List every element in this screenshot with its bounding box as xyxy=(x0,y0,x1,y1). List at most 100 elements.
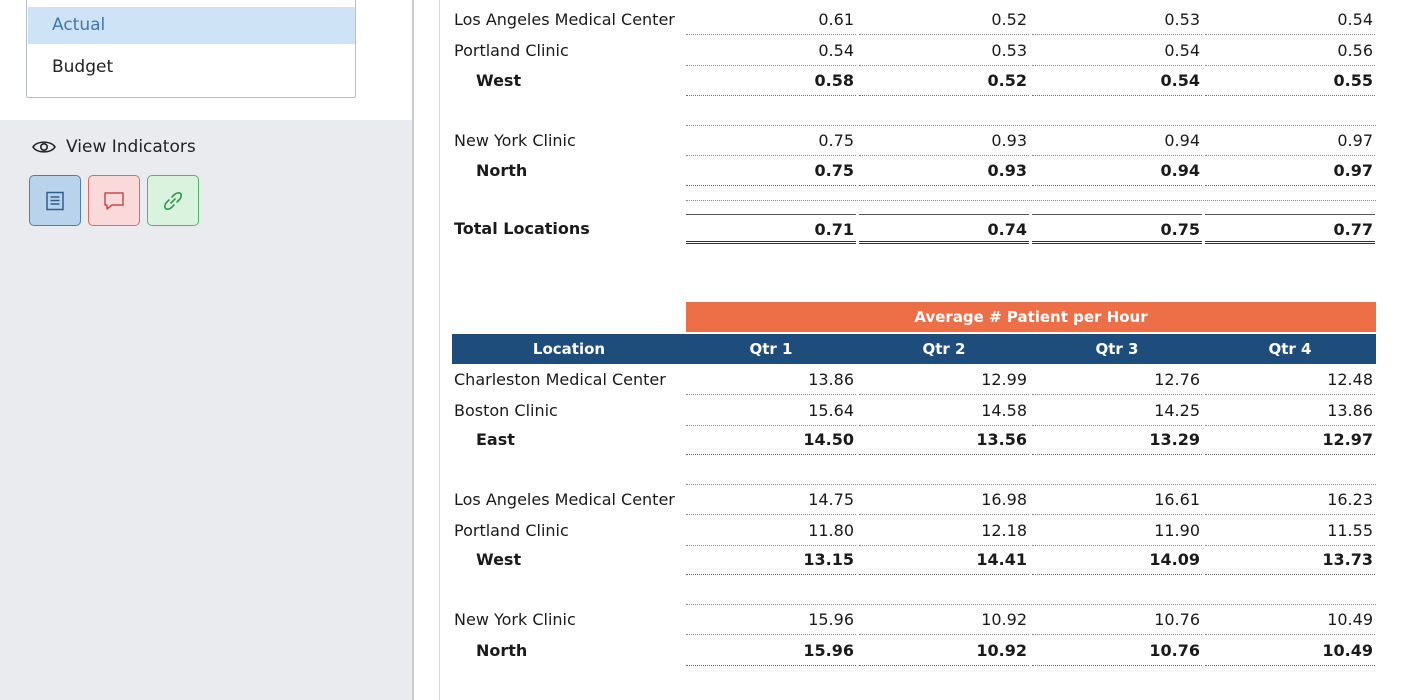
subtotal-row: North 15.96 10.92 10.76 10.49 xyxy=(452,636,1376,666)
scenario-list: Actual Budget xyxy=(26,0,356,98)
qtr4-cell: 0.77 xyxy=(1205,214,1375,244)
qtr2-cell: 0.53 xyxy=(859,36,1029,66)
qtr1-cell: 0.75 xyxy=(686,156,856,186)
qtr1-cell: 0.61 xyxy=(686,5,856,35)
column-header-location[interactable]: Location xyxy=(532,340,606,358)
total-row: Total Locations 0.71 0.74 0.75 0.77 xyxy=(452,214,1376,244)
location-cell: Boston Clinic xyxy=(454,401,558,420)
table-row: Portland Clinic 0.54 0.53 0.54 0.56 xyxy=(452,36,1376,66)
qtr2-cell: 0.93 xyxy=(859,126,1029,156)
qtr3-cell: 13.29 xyxy=(1032,425,1202,455)
subtotal-row: West 0.58 0.52 0.54 0.55 xyxy=(452,66,1376,96)
qtr4-cell: 12.48 xyxy=(1205,365,1375,395)
table-row: Portland Clinic 11.80 12.18 11.90 11.55 xyxy=(452,516,1376,546)
qtr2-cell: 13.56 xyxy=(859,425,1029,455)
qtr2-cell: 12.99 xyxy=(859,365,1029,395)
location-cell: Los Angeles Medical Center xyxy=(454,10,675,29)
qtr3-cell: 10.76 xyxy=(1032,636,1202,666)
qtr3-cell: 0.75 xyxy=(1032,214,1202,244)
subtotal-row: East 14.50 13.56 13.29 12.97 xyxy=(452,425,1376,455)
qtr3-cell: 10.76 xyxy=(1032,605,1202,635)
qtr1-cell: 15.64 xyxy=(686,396,856,426)
qtr3-cell: 11.90 xyxy=(1032,516,1202,546)
qtr1-cell: 14.75 xyxy=(686,485,856,515)
sidebar: Actual Budget View Indicators xyxy=(0,0,412,700)
link-icon xyxy=(164,191,182,210)
qtr2-cell: 12.18 xyxy=(859,516,1029,546)
qtr3-cell: 14.09 xyxy=(1032,545,1202,575)
region-cell: East xyxy=(476,430,515,449)
qtr3-cell: 14.25 xyxy=(1032,396,1202,426)
qtr2-cell: 0.52 xyxy=(859,66,1029,96)
qtr4-cell: 10.49 xyxy=(1205,605,1375,635)
region-cell: North xyxy=(476,161,528,180)
location-cell: Charleston Medical Center xyxy=(454,370,666,389)
location-cell: Los Angeles Medical Center xyxy=(454,490,675,509)
qtr2-cell: 14.41 xyxy=(859,545,1029,575)
comments-indicator-button[interactable] xyxy=(88,175,140,226)
qtr3-cell: 0.94 xyxy=(1032,156,1202,186)
qtr4-cell: 13.73 xyxy=(1205,545,1375,575)
content-left-border xyxy=(439,0,440,700)
section-header: Average # Patient per Hour xyxy=(686,302,1376,332)
table-row: Charleston Medical Center 13.86 12.99 12… xyxy=(452,365,1376,395)
qtr2-cell: 0.93 xyxy=(859,156,1029,186)
table-row: New York Clinic 0.75 0.93 0.94 0.97 xyxy=(452,126,1376,156)
qtr3-cell: 16.61 xyxy=(1032,485,1202,515)
subtotal-row: North 0.75 0.93 0.94 0.97 xyxy=(452,156,1376,186)
table-row: Los Angeles Medical Center 0.61 0.52 0.5… xyxy=(452,5,1376,35)
view-indicators-label: View Indicators xyxy=(66,137,196,157)
location-cell: Portland Clinic xyxy=(454,521,569,540)
indicator-buttons xyxy=(29,175,199,226)
qtr1-cell: 0.75 xyxy=(686,126,856,156)
qtr4-cell: 0.56 xyxy=(1205,36,1375,66)
qtr2-cell: 0.74 xyxy=(859,214,1029,244)
column-header-qtr2[interactable]: Qtr 2 xyxy=(922,340,966,358)
qtr1-cell: 0.58 xyxy=(686,66,856,96)
qtr1-cell: 14.50 xyxy=(686,425,856,455)
column-header-row: Location Qtr 1 Qtr 2 Qtr 3 Qtr 4 xyxy=(452,334,1376,364)
qtr1-cell: 11.80 xyxy=(686,516,856,546)
qtr4-cell: 13.86 xyxy=(1205,396,1375,426)
notes-indicator-button[interactable] xyxy=(29,175,81,226)
qtr1-cell: 13.15 xyxy=(686,545,856,575)
qtr2-cell: 0.52 xyxy=(859,5,1029,35)
comment-icon xyxy=(104,191,124,210)
qtr4-cell: 0.97 xyxy=(1205,126,1375,156)
qtr1-cell: 0.54 xyxy=(686,36,856,66)
column-header-qtr1[interactable]: Qtr 1 xyxy=(749,340,793,358)
qtr3-cell: 0.94 xyxy=(1032,126,1202,156)
qtr4-cell: 0.97 xyxy=(1205,156,1375,186)
column-header-qtr3[interactable]: Qtr 3 xyxy=(1095,340,1139,358)
qtr2-cell: 10.92 xyxy=(859,605,1029,635)
qtr4-cell: 12.97 xyxy=(1205,425,1375,455)
column-header-qtr4[interactable]: Qtr 4 xyxy=(1268,340,1312,358)
qtr1-cell: 15.96 xyxy=(686,636,856,666)
qtr4-cell: 10.49 xyxy=(1205,636,1375,666)
document-lines-icon xyxy=(46,191,64,210)
location-cell: Portland Clinic xyxy=(454,41,569,60)
scenario-item-actual[interactable]: Actual xyxy=(28,7,355,44)
sidebar-divider[interactable] xyxy=(412,0,414,700)
qtr3-cell: 0.54 xyxy=(1032,36,1202,66)
scenario-item-budget[interactable]: Budget xyxy=(52,57,114,77)
qtr4-cell: 11.55 xyxy=(1205,516,1375,546)
qtr4-cell: 0.55 xyxy=(1205,66,1375,96)
links-indicator-button[interactable] xyxy=(147,175,199,226)
region-cell: West xyxy=(476,71,522,90)
qtr2-cell: 10.92 xyxy=(859,636,1029,666)
view-indicators-toggle[interactable]: View Indicators xyxy=(32,134,196,160)
region-cell: North xyxy=(476,641,528,660)
qtr3-cell: 0.53 xyxy=(1032,5,1202,35)
qtr1-cell: 13.86 xyxy=(686,365,856,395)
spacer-line xyxy=(686,200,1376,202)
spacer-line xyxy=(686,604,1376,606)
region-cell: West xyxy=(476,550,522,569)
table-row: Boston Clinic 15.64 14.58 14.25 13.86 xyxy=(452,396,1376,426)
qtr2-cell: 16.98 xyxy=(859,485,1029,515)
eye-icon xyxy=(32,141,56,153)
spacer-line xyxy=(686,125,1376,127)
spacer-line xyxy=(686,484,1376,486)
subtotal-row: West 13.15 14.41 14.09 13.73 xyxy=(452,545,1376,575)
qtr4-cell: 0.54 xyxy=(1205,5,1375,35)
